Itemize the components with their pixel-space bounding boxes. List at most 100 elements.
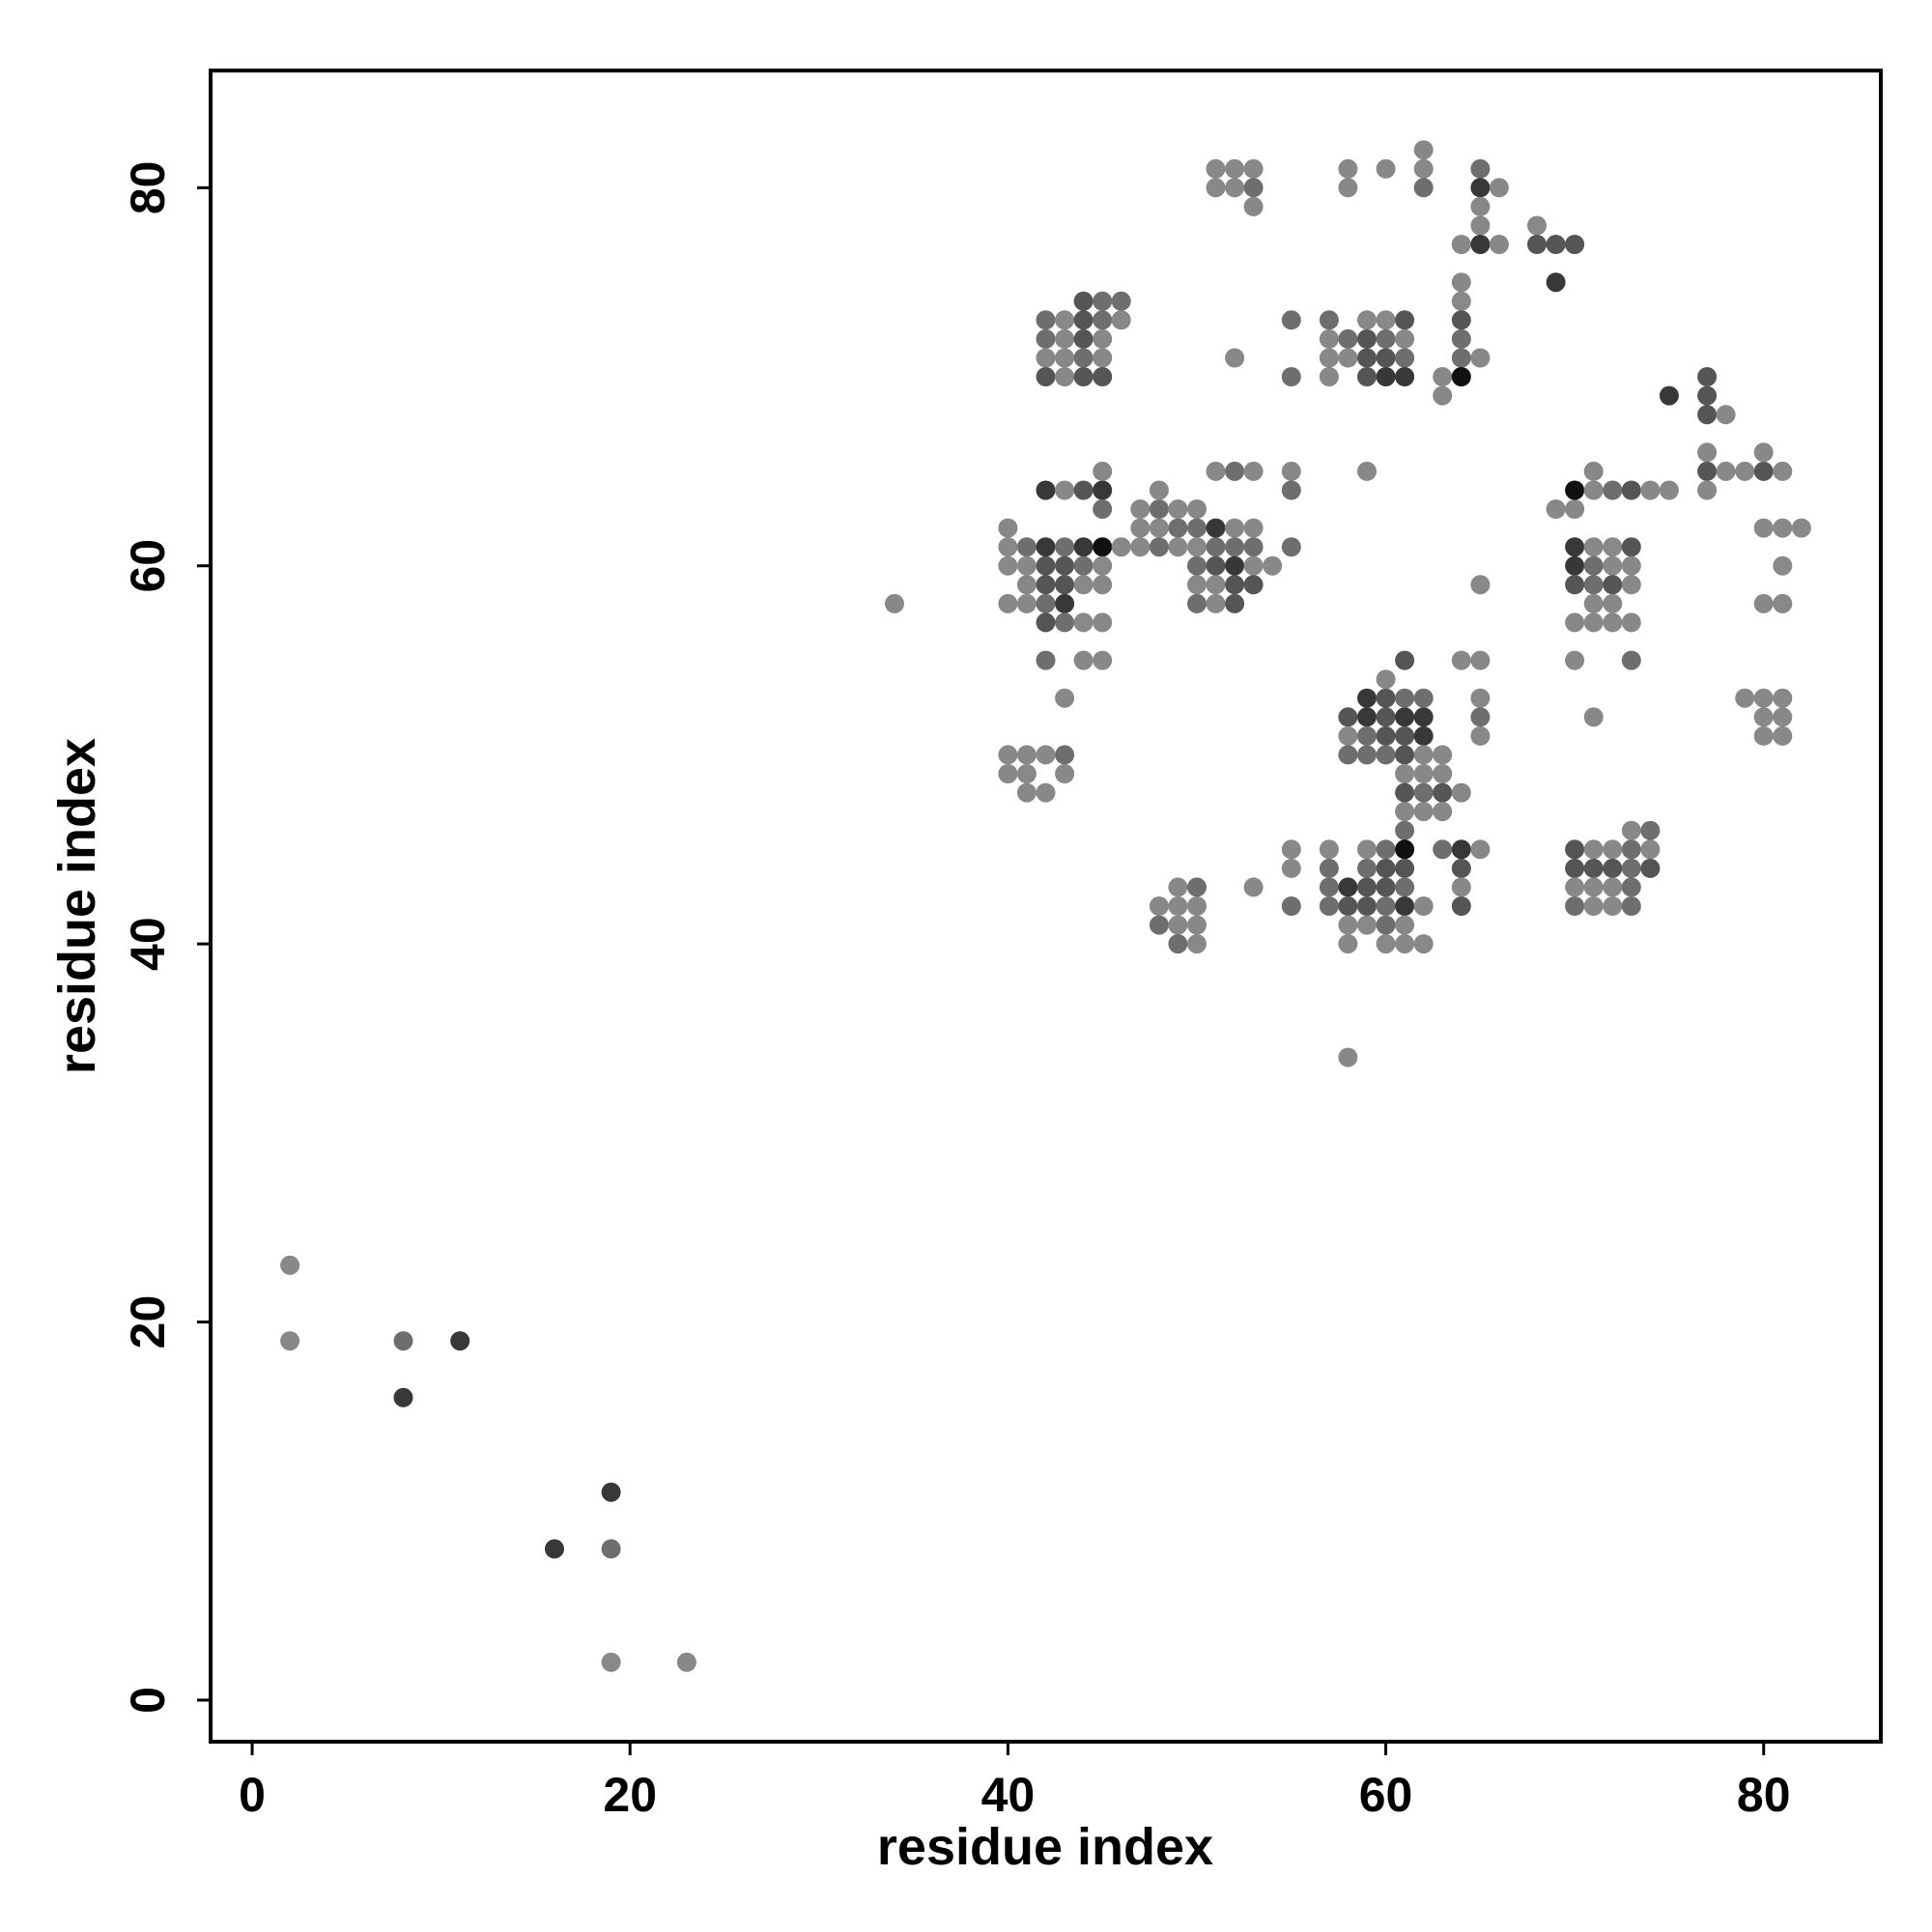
data-point [1451,235,1471,254]
data-point [1168,537,1188,557]
data-point [1395,802,1415,822]
data-point [1773,555,1793,576]
data-point [1395,725,1415,746]
data-point [1187,915,1207,935]
data-point [1527,235,1547,254]
data-point [1470,158,1491,179]
data-point [1281,839,1301,860]
data-point [1395,328,1415,349]
data-point [1376,725,1396,746]
data-point [1016,555,1037,576]
data-point [1735,461,1755,481]
data-point [1073,537,1094,557]
data-point [1111,310,1131,330]
data-point [1376,934,1396,954]
data-point [1168,518,1188,538]
data-point [1281,480,1301,500]
data-point [1281,461,1301,481]
data-point [1583,858,1604,878]
data-point [1753,442,1774,463]
data-point [1130,537,1151,557]
data-point [1055,310,1075,330]
data-point [1395,764,1415,783]
data-point [1395,310,1415,330]
data-point [1016,575,1037,595]
data-point [1243,178,1264,198]
data-point [1583,461,1604,481]
data-point [1093,291,1113,311]
data-point [1036,593,1056,613]
data-point [1546,235,1566,254]
data-point [1621,537,1641,557]
y-tick-label: 80 [121,161,175,215]
data-point [1187,537,1207,557]
data-point [1376,348,1396,368]
data-point [1130,499,1151,519]
data-point [1583,612,1604,633]
data-point [1527,215,1547,236]
data-point [1395,348,1415,368]
data-point [393,1387,413,1407]
data-point [1338,745,1358,765]
data-point [1395,934,1415,954]
data-point [1376,745,1396,765]
data-point [1055,367,1075,386]
data-point [1093,499,1113,519]
data-point [1470,707,1491,727]
data-point [1338,934,1358,954]
data-point [1583,707,1604,727]
data-point [1073,612,1094,633]
data-point [1357,707,1377,727]
data-point [1621,820,1641,840]
data-point [1621,575,1641,595]
data-point [1376,328,1396,349]
data-point [1168,896,1188,916]
data-point [1659,480,1679,500]
data-point [1225,518,1245,538]
data-point [1413,158,1434,179]
data-point [1433,745,1453,765]
data-point [1603,555,1623,576]
data-point [1773,593,1793,613]
data-point [1187,575,1207,595]
data-point [1187,499,1207,519]
data-point [1603,480,1623,500]
data-point [1565,877,1585,897]
data-point [601,1482,621,1502]
data-point [1433,782,1453,803]
data-point [1433,839,1453,860]
data-point [1168,934,1188,954]
data-point [1470,235,1491,254]
data-point [1395,367,1415,386]
data-point [1111,537,1131,557]
data-point [1603,877,1623,897]
data-point [1357,461,1377,481]
data-point [1243,196,1264,216]
data-point [1376,877,1396,897]
data-point [1036,310,1056,330]
data-point [1470,215,1491,236]
data-point [1376,858,1396,878]
data-point [1073,328,1094,349]
data-point [1583,877,1604,897]
data-point [1319,896,1339,916]
data-point [1036,575,1056,595]
data-point [1357,328,1377,349]
data-point [1413,688,1434,708]
data-point [1395,782,1415,803]
data-point [1773,707,1793,727]
data-point [1753,725,1774,746]
y-axis: 0 20 40 60 80 [121,161,211,1714]
data-point [1357,877,1377,897]
data-point [1168,499,1188,519]
data-point [1338,178,1358,198]
data-point [1603,612,1623,633]
data-point [1263,555,1283,576]
data-point [1489,178,1509,198]
data-point [1016,745,1037,765]
data-point [1319,328,1339,349]
data-point [1338,915,1358,935]
data-point [1697,442,1718,463]
data-point [1376,158,1396,179]
data-point [1093,575,1113,595]
